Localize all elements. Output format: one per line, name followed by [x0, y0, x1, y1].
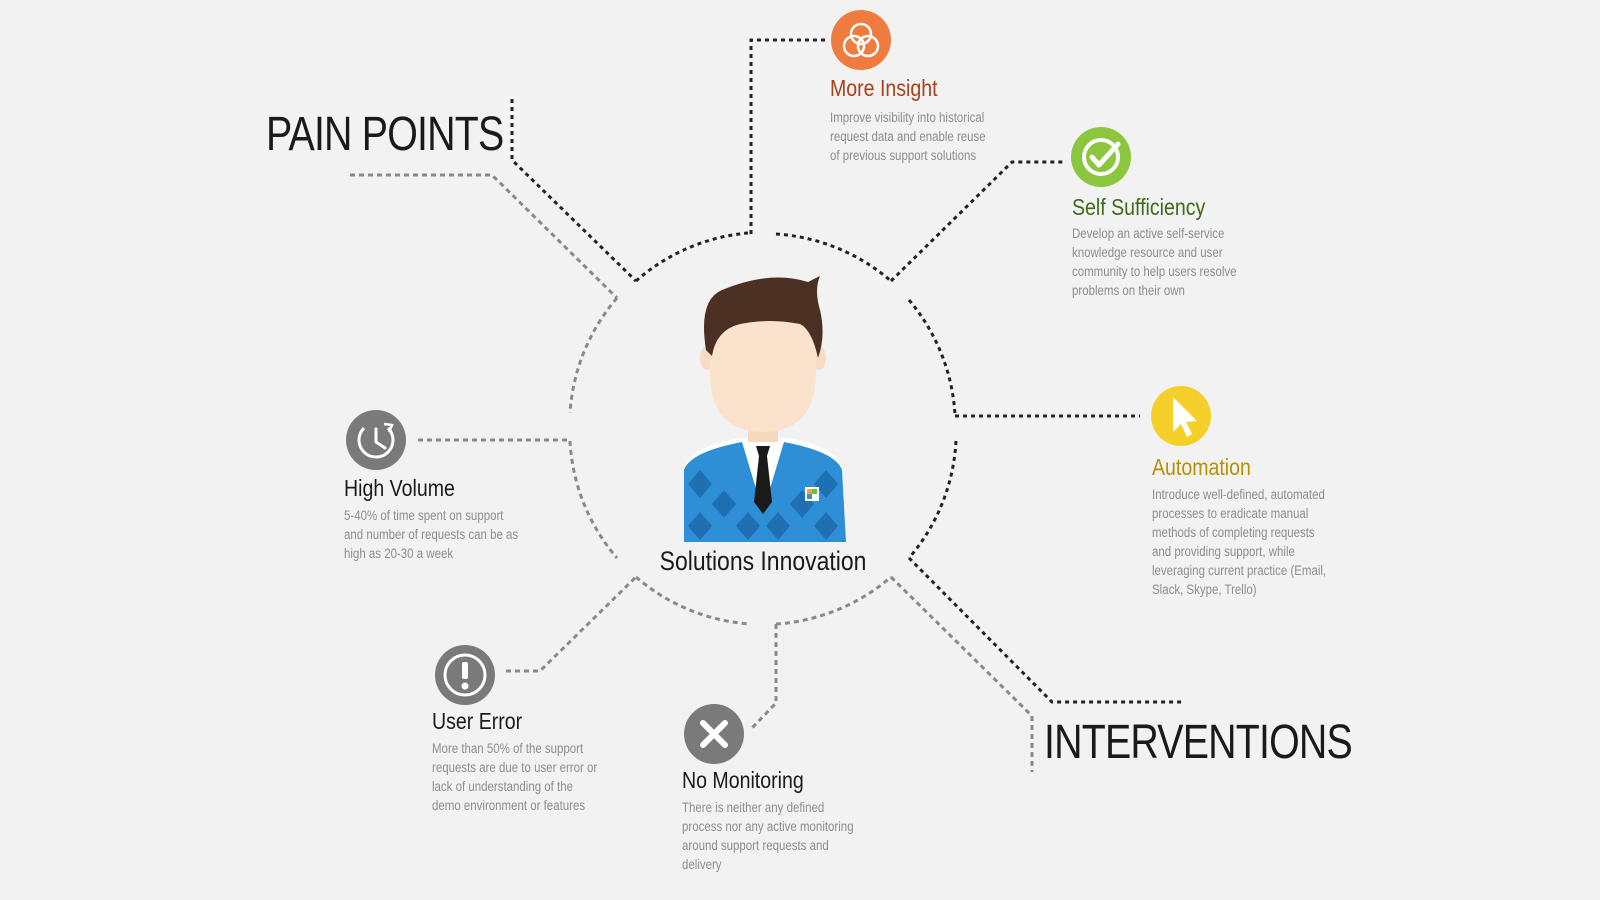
businessman-illustration	[684, 276, 846, 542]
interventions-frame-black	[907, 556, 1182, 704]
center-label: Solutions Innovation	[659, 546, 867, 576]
pain-points-frame-grey	[350, 173, 619, 300]
user-error-title: User Error	[432, 708, 523, 734]
self-sufficiency-title: Self Sufficiency	[1072, 194, 1206, 220]
clock-icon	[346, 410, 406, 470]
automation-desc: Introduce well-defined, automated proces…	[1152, 487, 1327, 597]
connectors	[350, 38, 1182, 772]
venn-icon	[831, 10, 891, 70]
high-volume-title: High Volume	[344, 475, 455, 501]
ring-arc-bottom-right	[775, 575, 892, 626]
ring-arc-left-upper	[568, 297, 619, 414]
connector-self-sufficiency	[889, 160, 1066, 283]
x-icon	[684, 704, 744, 764]
ring-arc-top-right	[775, 232, 892, 283]
ring-arc-top-left	[635, 231, 749, 283]
pain-points-title: PAIN POINTS	[266, 108, 504, 161]
ring-arc-right-lower	[907, 440, 958, 559]
ring-arc-left-lower	[568, 440, 619, 559]
argyle-pattern	[688, 470, 838, 540]
no-monitoring-title: No Monitoring	[682, 767, 804, 793]
hair-shape	[704, 276, 823, 358]
interventions-title: INTERVENTIONS	[1044, 716, 1353, 769]
pain-points-frame-black	[510, 99, 638, 283]
cursor-icon	[1151, 386, 1211, 446]
self-sufficiency-desc: Develop an active self-service knowledge…	[1072, 226, 1237, 298]
face-shape	[710, 300, 816, 432]
tie-shape	[754, 446, 772, 514]
no-monitoring-desc: There is neither any defined process nor…	[682, 800, 854, 872]
connector-more-insight	[749, 38, 826, 234]
interventions-frame-grey	[889, 575, 1034, 772]
ring-arc-bottom-left	[635, 575, 751, 626]
more-insight-desc: Improve visibility into historical reque…	[830, 110, 986, 163]
user-error-desc: More than 50% of the support requests ar…	[432, 741, 598, 813]
high-volume-desc: 5-40% of time spent on support and numbe…	[344, 508, 519, 561]
automation-title: Automation	[1152, 454, 1251, 480]
exclamation-icon	[435, 645, 495, 705]
center-ring	[568, 231, 958, 626]
more-insight-title: More Insight	[830, 75, 938, 101]
connector-no-monitoring	[750, 624, 778, 730]
connector-user-error	[506, 575, 638, 673]
ring-arc-right	[907, 299, 957, 416]
check-icon	[1071, 127, 1131, 187]
